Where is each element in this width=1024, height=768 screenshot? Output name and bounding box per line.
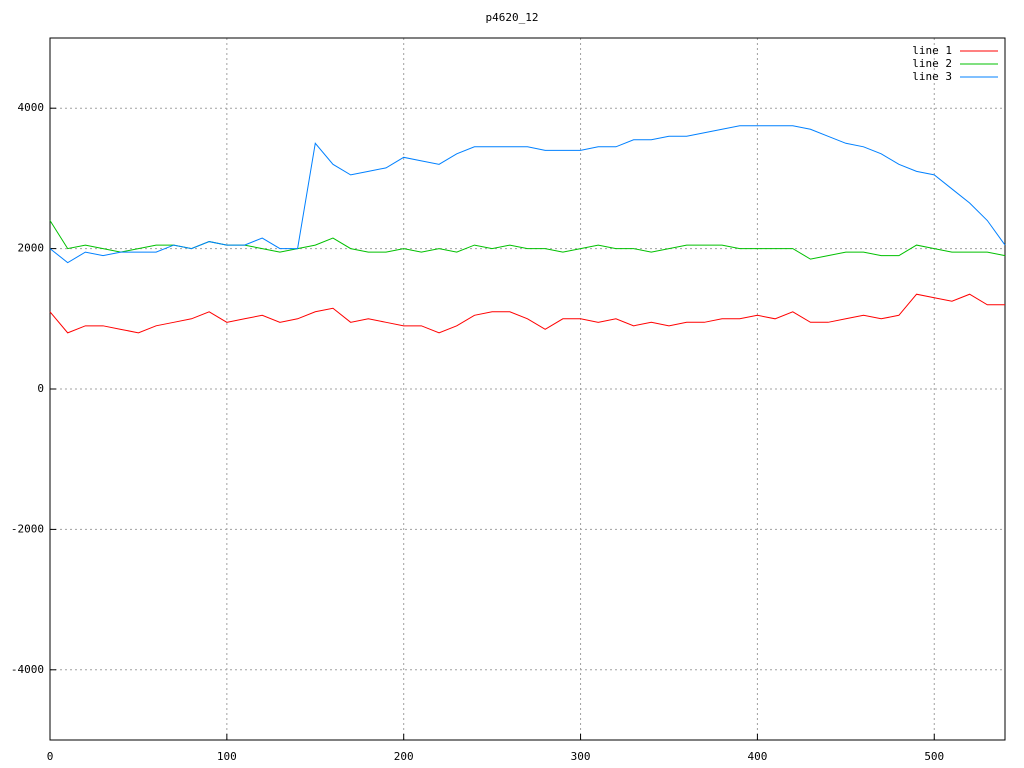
y-tick-label: 2000 [18, 242, 45, 255]
legend-label: line 1 [912, 44, 952, 57]
x-tick-label: 300 [571, 750, 591, 763]
x-tick-label: 500 [924, 750, 944, 763]
plot-frame [49, 37, 1006, 741]
data-line [49, 293, 1005, 334]
y-tick-label: 4000 [18, 101, 45, 114]
chart-title: p4620_12 [486, 11, 539, 24]
x-tick-label: 100 [217, 750, 237, 763]
x-tick-label: 400 [747, 750, 767, 763]
y-tick-label: 0 [37, 382, 44, 395]
y-tick-label: -4000 [11, 663, 44, 676]
data-line [49, 125, 1006, 264]
data-line [49, 220, 1006, 260]
legend-label: line 3 [912, 70, 952, 83]
legend-label: line 2 [912, 57, 952, 70]
y-tick-label: -2000 [11, 522, 44, 535]
x-tick-label: 0 [47, 750, 54, 763]
x-tick-label: 200 [394, 750, 414, 763]
